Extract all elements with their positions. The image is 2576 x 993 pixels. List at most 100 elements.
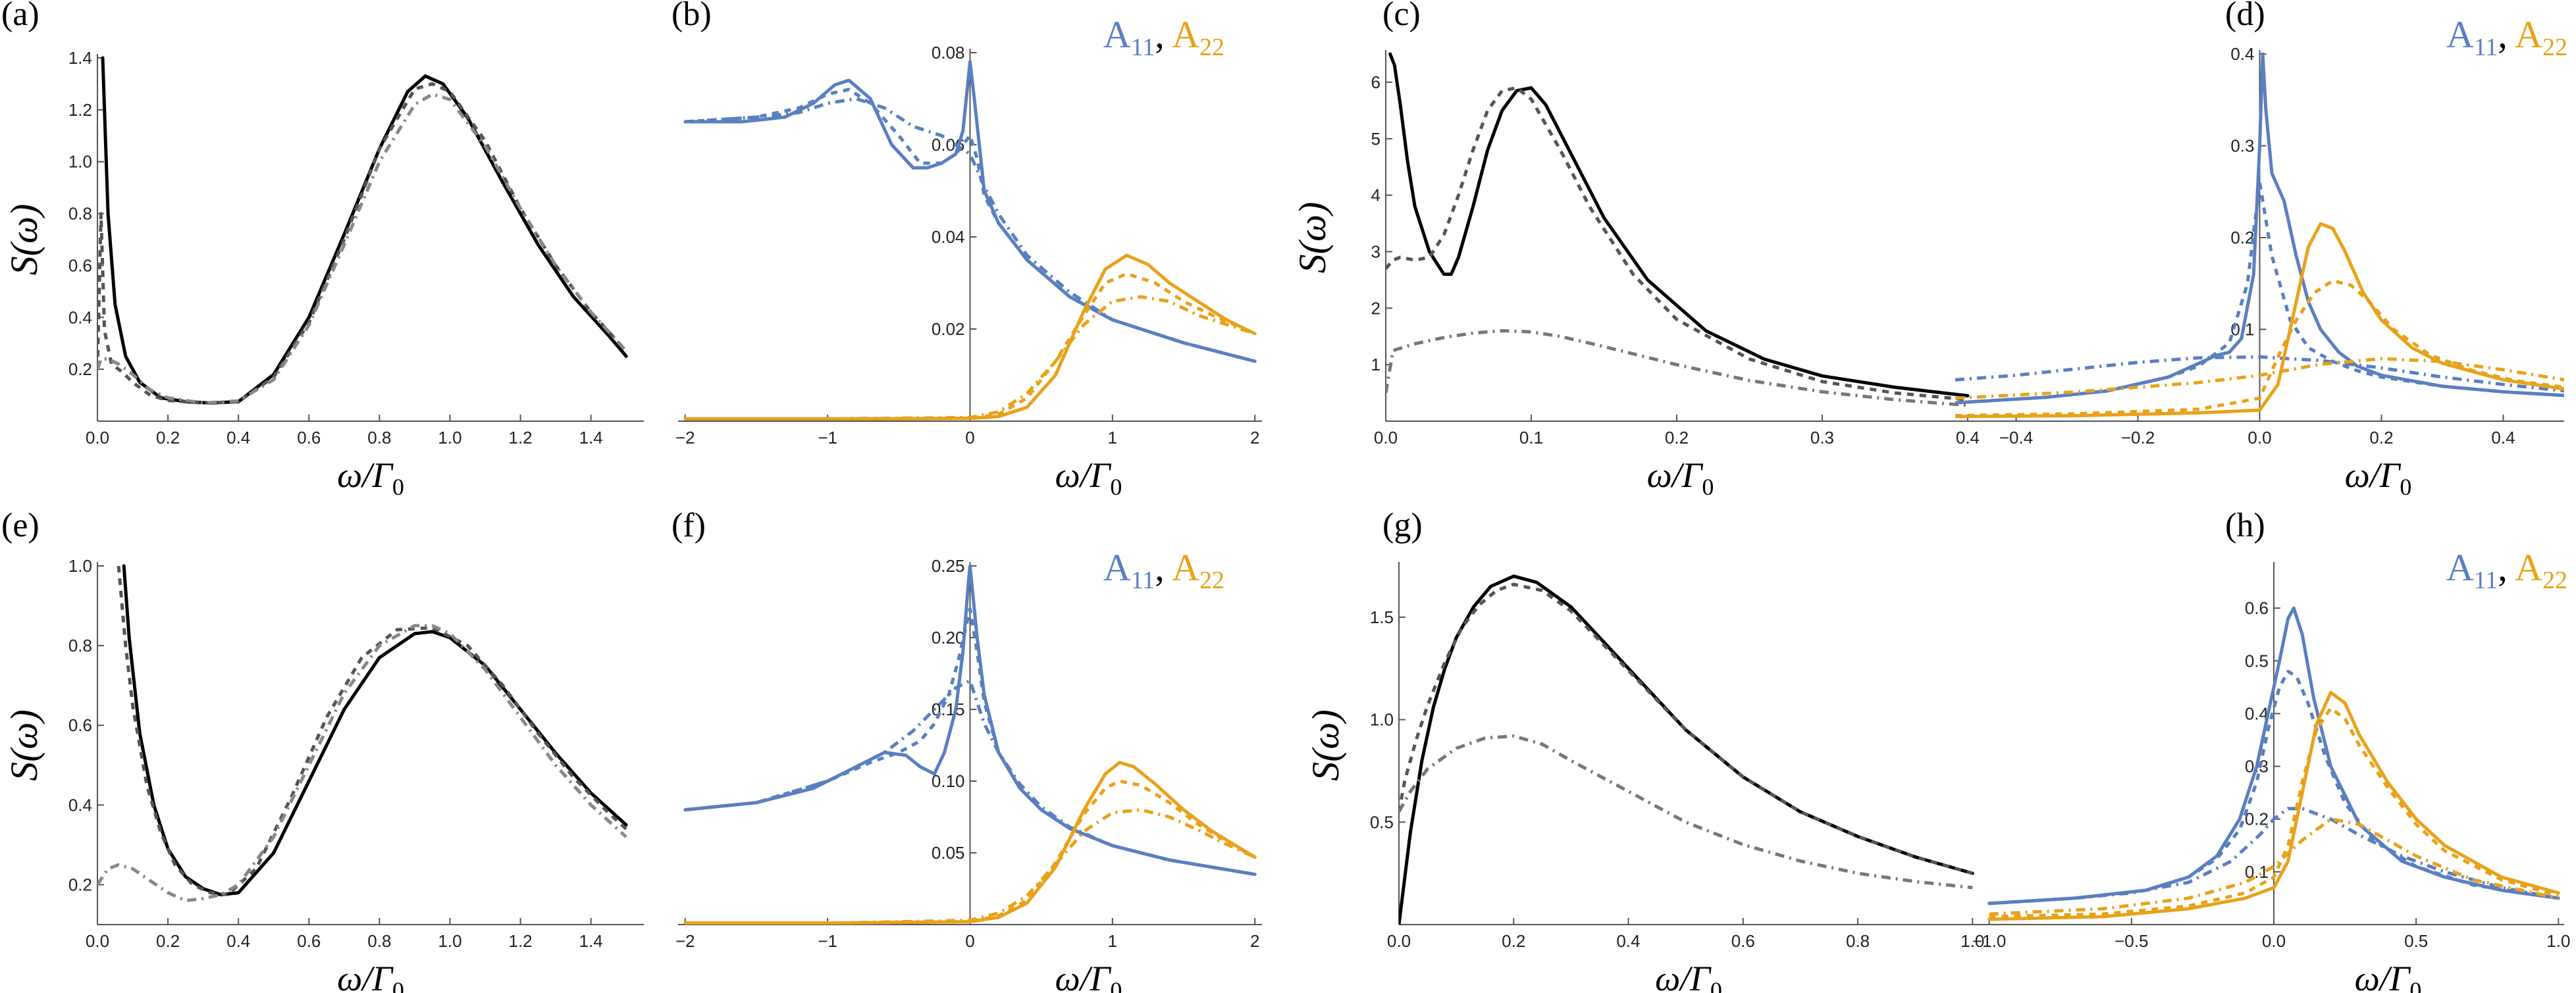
series-a22-dashed xyxy=(1989,706,2560,919)
x-tick-label: 0.2 xyxy=(1665,428,1689,447)
y-tick-label: 5 xyxy=(1371,129,1380,149)
x-tick-label: 0.0 xyxy=(1387,931,1411,951)
x-axis-label: ω/Γ0 xyxy=(1055,959,1122,993)
series-solid xyxy=(122,564,628,897)
x-tick-label: 0.5 xyxy=(2404,931,2428,951)
y-tick-label: 0.08 xyxy=(932,43,965,63)
panel-label: (d) xyxy=(2225,0,2265,33)
x-tick-label: −2 xyxy=(675,428,695,447)
y-tick-label: 0.05 xyxy=(932,843,965,863)
x-axis-label: ω/Γ0 xyxy=(2345,455,2412,500)
x-tick-label: 1.2 xyxy=(509,428,533,447)
series-a11-dash-dot xyxy=(1955,355,2564,393)
y-tick-label: 3 xyxy=(1371,242,1380,261)
y-tick-label: 0.2 xyxy=(2245,809,2269,829)
y-tick-label: 0.25 xyxy=(932,556,965,576)
panel-label: (c) xyxy=(1382,0,1421,33)
x-tick-label: 2 xyxy=(1250,428,1259,447)
series-a11-dash-dot xyxy=(685,97,1255,363)
y-tick-label: 0.5 xyxy=(2245,651,2269,671)
x-tick-label: 0.0 xyxy=(2262,931,2286,951)
x-tick-label: 0.2 xyxy=(156,428,180,447)
panel-d: −0.4 −0.2 0.0 0.2 0.40.10.20.30.4(d)ω/Γ0A11,… xyxy=(1955,0,2567,500)
x-tick-label: 0.8 xyxy=(367,428,391,447)
y-tick-label: 0.8 xyxy=(68,204,92,224)
x-tick-label: −1 xyxy=(818,931,837,951)
legend-entry: A xyxy=(2446,13,2474,56)
y-tick-label: 1.5 xyxy=(1370,607,1394,627)
x-tick-label: 0.4 xyxy=(226,428,250,447)
legend-entry: A xyxy=(1103,13,1131,56)
y-axis-label: S(ω) xyxy=(1304,709,1347,781)
y-tick-label: 1.0 xyxy=(68,556,92,576)
series-dash-dot xyxy=(1386,329,1968,407)
x-tick-label: 1.0 xyxy=(438,428,461,447)
legend: A11, A22 xyxy=(1103,13,1224,61)
series-solid xyxy=(1388,52,1970,397)
y-tick-label: 2 xyxy=(1371,298,1380,318)
x-tick-label: 0.3 xyxy=(1810,428,1834,447)
series-a11-dash-dot xyxy=(1989,807,2559,905)
x-tick-label: 0.4 xyxy=(2491,428,2515,447)
y-tick-label: 0.6 xyxy=(2245,598,2269,618)
legend: A11, A22 xyxy=(2446,13,2567,61)
y-tick-label: 0.6 xyxy=(68,715,92,735)
x-tick-label: 1.0 xyxy=(1960,931,1984,951)
x-tick-label: 0.6 xyxy=(297,931,321,951)
x-axis-label: ω/Γ0 xyxy=(2355,959,2422,993)
y-tick-label: 0.4 xyxy=(2245,703,2269,723)
x-axis-label: ω/Γ0 xyxy=(1055,455,1122,500)
series-a22-dash-dot xyxy=(1955,357,2564,400)
x-tick-label: 0.4 xyxy=(1956,428,1980,447)
y-tick-label: 0.3 xyxy=(2230,136,2254,156)
y-tick-label: 0.2 xyxy=(68,359,92,379)
y-tick-label: 0.20 xyxy=(932,628,965,648)
series-a22-dashed xyxy=(1955,279,2564,418)
series-dashed xyxy=(97,82,628,405)
series-a22-dash-dot xyxy=(685,808,1256,925)
y-tick-label: 1.0 xyxy=(1370,710,1394,730)
x-tick-label: 1 xyxy=(1108,931,1117,951)
y-tick-label: 4 xyxy=(1371,186,1380,205)
x-tick-label: 0.1 xyxy=(1519,428,1543,447)
x-tick-label: 0.2 xyxy=(156,931,180,951)
series-dash-dot xyxy=(97,92,628,405)
x-tick-label: 0.0 xyxy=(2247,428,2271,447)
y-tick-label: 0.8 xyxy=(68,636,92,655)
legend-entry: A xyxy=(1172,13,1199,56)
x-tick-label: 0.8 xyxy=(367,931,391,951)
x-tick-label: −1.0 xyxy=(1972,931,2006,951)
series-solid xyxy=(1399,574,1974,925)
x-tick-label: 0.2 xyxy=(1502,931,1525,951)
x-tick-label: 0.4 xyxy=(1616,931,1640,951)
series-a11-dash-dot xyxy=(685,678,1255,877)
x-tick-label: 1.0 xyxy=(2546,931,2570,951)
series-a22-solid xyxy=(1987,690,2560,921)
series-a11-dashed xyxy=(1989,669,2559,905)
panel-a: 0.0 0.2 0.4 0.6 0.8 1.0 1.2 1.4 0.2 0.4 0.6 0.8 1.0 1… xyxy=(1,0,644,500)
y-tick-label: 1.4 xyxy=(68,48,92,68)
x-tick-label: −1 xyxy=(818,428,837,447)
x-axis-label: ω/Γ0 xyxy=(1647,455,1714,500)
series-dashed xyxy=(1386,86,1968,401)
panel-label: (e) xyxy=(1,507,39,544)
x-tick-label: 2 xyxy=(1250,931,1259,951)
series-dashed xyxy=(117,565,627,897)
x-tick-label: 1.4 xyxy=(579,428,603,447)
series-solid xyxy=(101,56,628,405)
x-axis-label: ω/Γ0 xyxy=(337,959,404,993)
y-axis-label: S(ω) xyxy=(3,204,45,276)
series-dash-dot xyxy=(1399,734,1973,890)
x-tick-label: 0.6 xyxy=(297,428,321,447)
legend: A11, A22 xyxy=(1103,546,1224,594)
y-axis-label: S(ω) xyxy=(3,709,45,781)
y-tick-label: 0.02 xyxy=(932,319,965,339)
y-tick-label: 0.2 xyxy=(2230,228,2254,247)
y-tick-label: 6 xyxy=(1371,72,1380,92)
legend-entry: A xyxy=(1103,546,1131,589)
series-a22-dash-dot xyxy=(685,295,1255,420)
x-tick-label: 0.2 xyxy=(2369,428,2393,447)
